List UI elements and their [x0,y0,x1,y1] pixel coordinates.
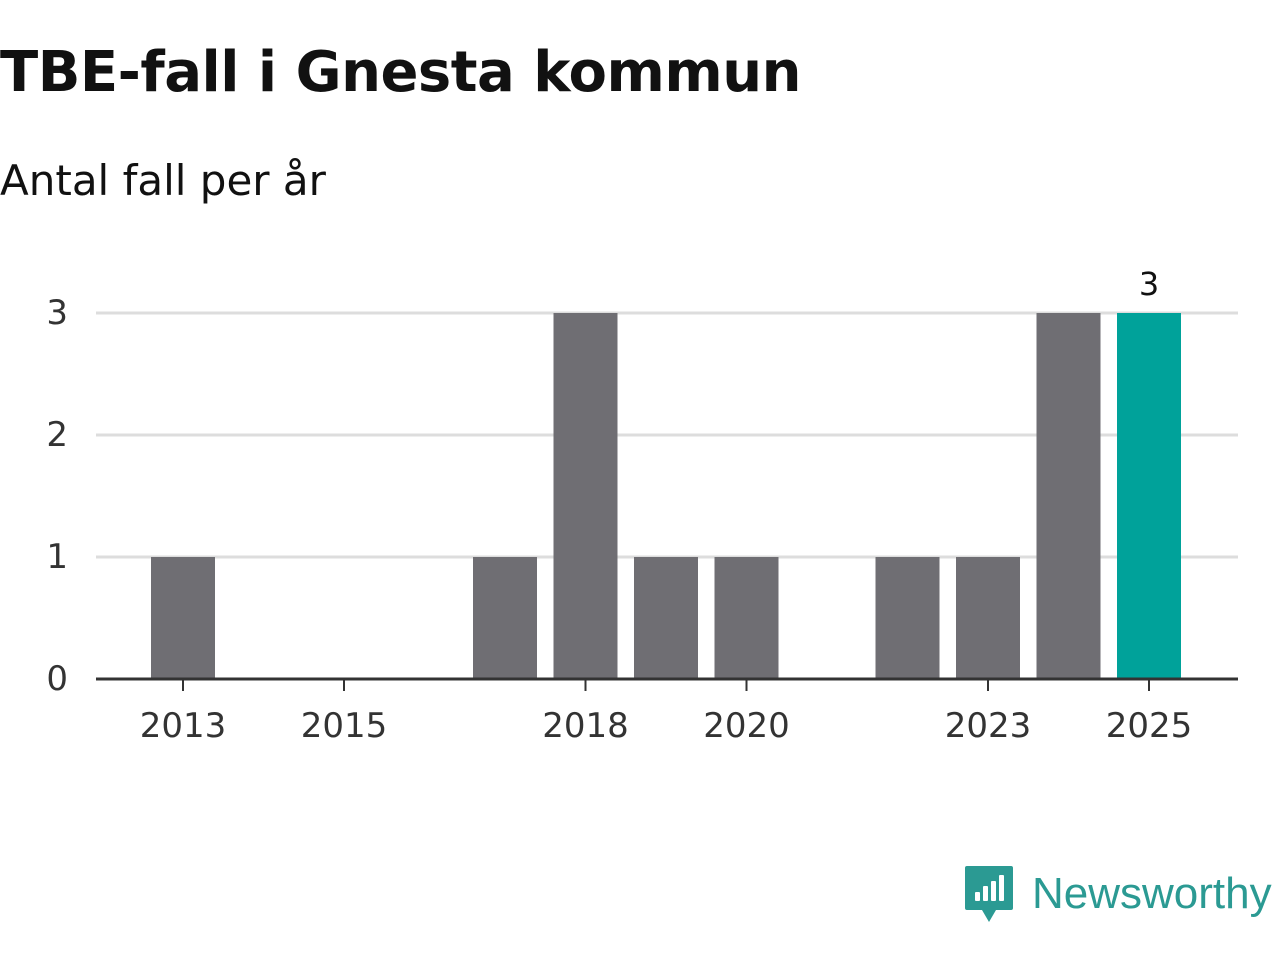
x-tick-label: 2015 [301,706,388,746]
x-tick-label: 2018 [542,706,629,746]
bar-2025 [1117,313,1181,679]
y-tick-label: 0 [46,659,68,699]
chart-subtitle: Antal fall per år [0,156,326,205]
bar-2020 [714,557,779,679]
x-tick-label: 2023 [945,706,1032,746]
chart-title: TBE-fall i Gnesta kommun [0,40,801,105]
y-tick-label: 2 [46,415,68,455]
newsworthy-logo-icon [965,866,1013,922]
x-tick-label: 2025 [1106,706,1193,746]
newsworthy-logo: Newsworthy [964,864,1272,924]
bar-2024 [1036,313,1101,679]
bar-2018 [553,313,618,679]
y-tick-label: 3 [46,293,68,333]
brand-name: Newsworthy [1032,869,1272,918]
bars [151,313,1181,679]
labels: 0 1 2 3 2013 2015 2018 2020 2023 2025 3 [46,265,1192,746]
x-tick-label: 2020 [703,706,790,746]
x-tick-label: 2013 [140,706,227,746]
y-tick-label: 1 [46,537,68,577]
data-label-2025: 3 [1139,265,1159,303]
bar-2013 [151,557,215,679]
bar-2023 [956,557,1020,679]
axes [96,677,1238,691]
bar-2017 [473,557,537,679]
bar-2019 [634,557,698,679]
bar-2022 [875,557,940,679]
